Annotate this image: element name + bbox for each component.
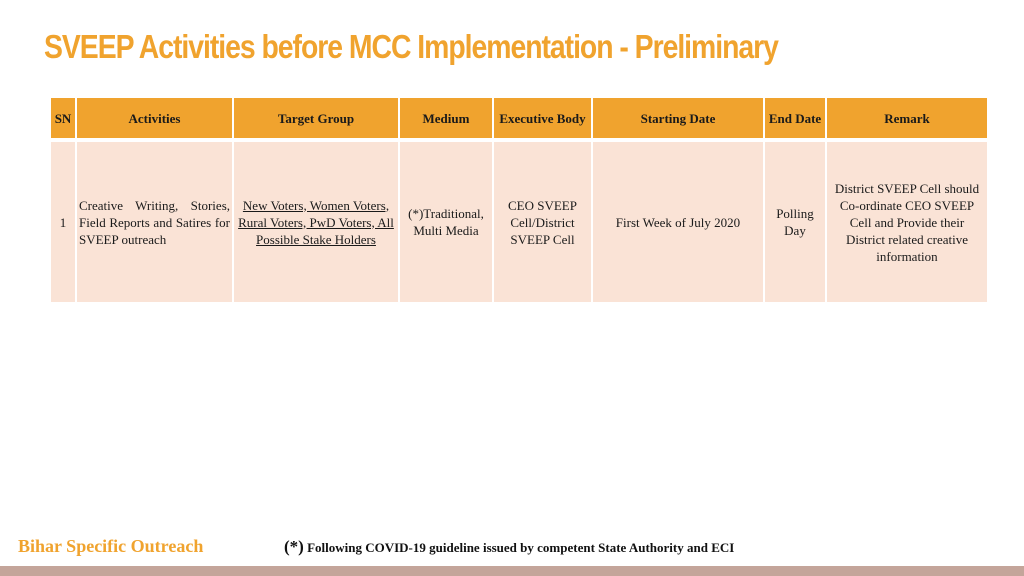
header-starting-date: Starting Date xyxy=(593,98,763,138)
header-remark: Remark xyxy=(827,98,987,138)
header-medium: Medium xyxy=(400,98,492,138)
header-target-group: Target Group xyxy=(234,98,398,138)
footer-note: (*) Following COVID-19 guideline issued … xyxy=(284,537,734,557)
cell-starting-date: First Week of July 2020 xyxy=(593,142,763,302)
footnote-text: Following COVID-19 guideline issued by c… xyxy=(307,540,735,555)
cell-activities: Creative Writing, Stories, Field Reports… xyxy=(77,142,232,302)
header-activities: Activities xyxy=(77,98,232,138)
page-title: SVEEP Activities before MCC Implementati… xyxy=(44,28,779,65)
cell-end-date: Polling Day xyxy=(765,142,825,302)
table-header-row: SN Activities Target Group Medium Execut… xyxy=(51,98,987,138)
header-end-date: End Date xyxy=(765,98,825,138)
header-sn: SN xyxy=(51,98,75,138)
footnote-marker: (*) xyxy=(284,537,304,556)
cell-sn: 1 xyxy=(51,142,75,302)
cell-remark: District SVEEP Cell should Co-ordinate C… xyxy=(827,142,987,302)
header-executive-body: Executive Body xyxy=(494,98,591,138)
footer-label: Bihar Specific Outreach xyxy=(18,536,204,556)
table-row: 1 Creative Writing, Stories, Field Repor… xyxy=(51,142,987,302)
bottom-bar xyxy=(0,566,1024,576)
cell-medium: (*)Traditional, Multi Media xyxy=(400,142,492,302)
cell-executive-body: CEO SVEEP Cell/District SVEEP Cell xyxy=(494,142,591,302)
cell-target-group: New Voters, Women Voters, Rural Voters, … xyxy=(234,142,398,302)
